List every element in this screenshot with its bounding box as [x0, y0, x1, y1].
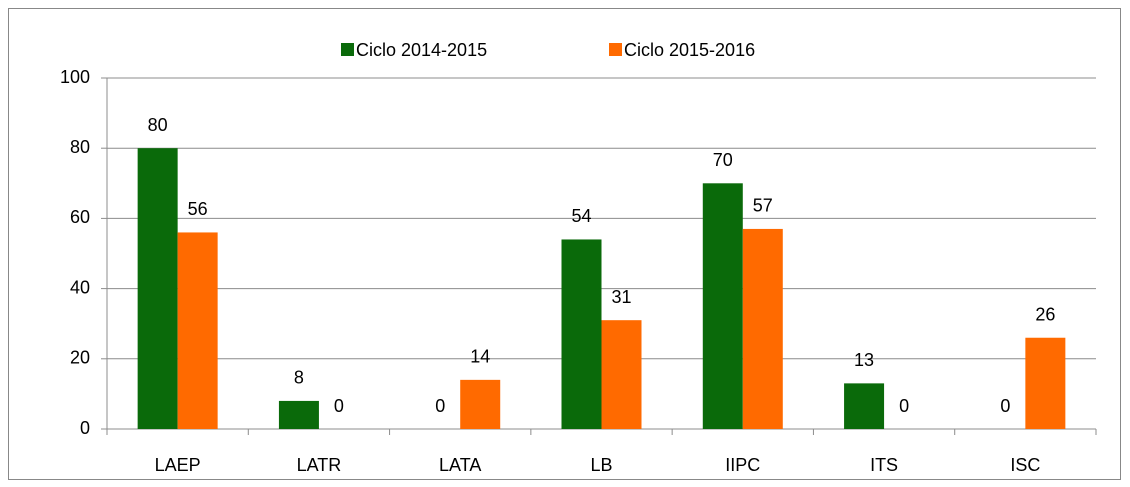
- y-tick-label: 40: [70, 277, 90, 297]
- data-label: 13: [854, 350, 874, 370]
- data-label: 0: [334, 396, 344, 416]
- data-label: 0: [899, 396, 909, 416]
- x-tick-label: LATR: [297, 455, 342, 475]
- data-label: 26: [1035, 304, 1055, 324]
- data-label: 54: [571, 206, 591, 226]
- bar: [561, 239, 602, 429]
- bar: [601, 320, 642, 429]
- y-tick-label: 0: [80, 418, 90, 438]
- bar: [177, 232, 218, 429]
- bar: [460, 379, 501, 429]
- y-tick-label: 80: [70, 137, 90, 157]
- bar: [137, 148, 178, 429]
- legend-label: Ciclo 2015-2016: [624, 40, 755, 60]
- bar: [1025, 337, 1066, 429]
- data-label: 70: [713, 150, 733, 170]
- bar: [278, 400, 319, 429]
- x-tick-label: ISC: [1010, 455, 1040, 475]
- legend-label: Ciclo 2014-2015: [356, 40, 487, 60]
- data-label: 14: [470, 347, 490, 367]
- x-tick-label: LAEP: [155, 455, 201, 475]
- y-tick-label: 100: [60, 67, 90, 87]
- x-tick-label: LB: [590, 455, 612, 475]
- x-tick-label: IIPC: [725, 455, 760, 475]
- data-label: 80: [148, 115, 168, 135]
- legend-swatch: [341, 43, 354, 56]
- bar: [844, 383, 885, 429]
- data-label: 0: [1000, 396, 1010, 416]
- bar: [742, 228, 783, 429]
- y-tick-label: 60: [70, 207, 90, 227]
- legend-swatch: [609, 43, 622, 56]
- data-label: 8: [294, 368, 304, 388]
- bar: [702, 183, 743, 429]
- y-tick-label: 20: [70, 348, 90, 368]
- x-tick-label: ITS: [870, 455, 898, 475]
- x-tick-label: LATA: [439, 455, 481, 475]
- data-label: 56: [188, 199, 208, 219]
- data-label: 0: [435, 396, 445, 416]
- data-label: 31: [611, 287, 631, 307]
- data-label: 57: [753, 196, 773, 216]
